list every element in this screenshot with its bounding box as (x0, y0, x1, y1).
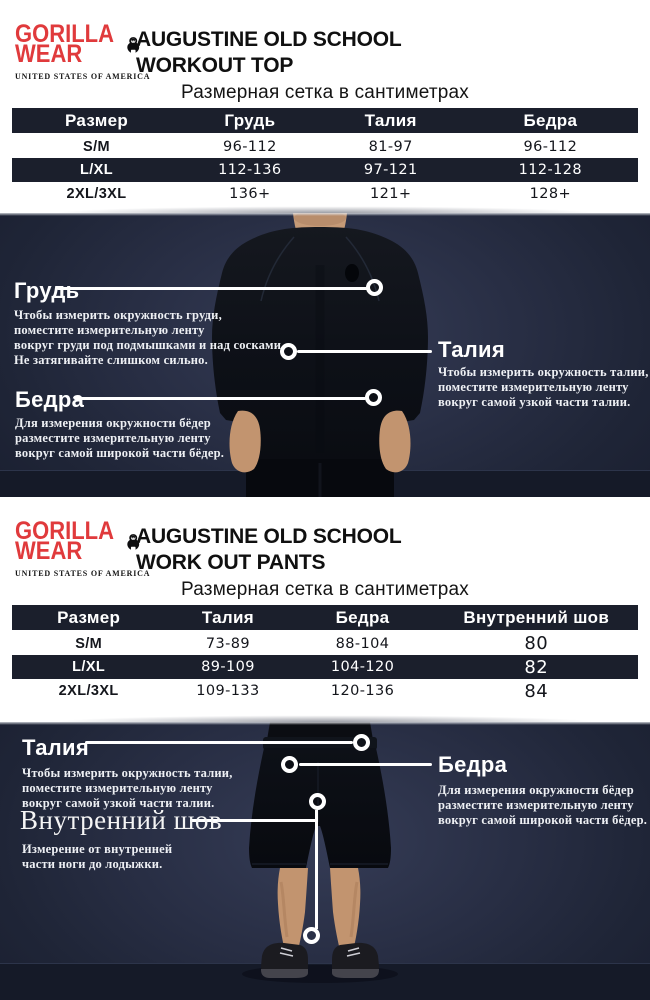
size-grid-subtitle-pants: Размерная сетка в сантиметрах (180, 579, 470, 600)
shadow-divider (0, 204, 650, 213)
col-header-inseam: Внутренний шов (434, 605, 638, 632)
chest-label: Грудь (14, 278, 80, 303)
hips-instructions: Для измерения окружности бёдер разместит… (15, 416, 225, 460)
hips-pointer-line (74, 397, 366, 400)
col-header-hips: Бедра (462, 108, 638, 135)
table-row: S/M 73-89 88-104 80 (75, 633, 549, 654)
waist-instructions: Чтобы измерить окружность талии, помести… (438, 365, 649, 409)
photo-workout-top: Грудь Чтобы измерить окружность груди, п… (0, 213, 650, 497)
waist-label: Талия (22, 735, 89, 760)
waist-pointer-line (85, 741, 353, 744)
col-header-chest: Грудь (181, 108, 319, 135)
inseam-instructions: Измерение от внутренней части ноги до ло… (22, 842, 173, 871)
waist-marker-ring (280, 343, 297, 360)
brand-name-line2: WEAR (15, 537, 83, 565)
brand-tagline: UNITED STATES OF AMERICA (15, 72, 151, 81)
table-row: 2XL/3XL 109-133 120-136 84 (58, 680, 549, 702)
size-grid-subtitle-top: Размерная сетка в сантиметрах (180, 82, 470, 103)
brand-name-line1: GORILLA (15, 20, 114, 48)
brand-tagline: UNITED STATES OF AMERICA (15, 569, 151, 578)
hips-marker-ring (365, 389, 382, 406)
brand-name-line1: GORILLA (15, 517, 114, 545)
waist-label: Талия (438, 337, 505, 362)
hips-pointer-line (299, 763, 432, 766)
table-row: L/XL 112-136 97-121 112-128 (12, 158, 638, 182)
gorilla-icon (126, 534, 139, 550)
waist-pointer-line (297, 350, 432, 353)
product-title-pants: AUGUSTINE OLD SCHOOL WORK OUT PANTS (136, 525, 402, 574)
gorilla-wear-logo: GORILLA WEAR UNITED STATES OF AMERICA (15, 517, 151, 579)
hips-label: Бедра (15, 387, 85, 412)
size-table-top-header-row: Размер Грудь Талия Бедра (12, 108, 638, 135)
inseam-pointer-line (190, 819, 317, 822)
hips-label: Бедра (438, 752, 508, 777)
gorilla-icon (126, 37, 139, 53)
inseam-label: Внутренний шов (20, 805, 223, 835)
chest-marker-ring (366, 279, 383, 296)
table-row: L/XL 89-109 104-120 82 (12, 655, 638, 679)
waist-marker-ring (353, 734, 370, 751)
col-header-waist: Талия (165, 605, 291, 632)
col-header-size: Размер (12, 605, 166, 632)
table-row: S/M 96-112 81-97 96-112 (83, 138, 578, 155)
product-title-top: AUGUSTINE OLD SCHOOL WORKOUT TOP (136, 28, 402, 77)
inseam-marker-ring (309, 793, 326, 810)
size-table-top: Размер Грудь Талия Бедра S/M 96-112 81-9… (12, 108, 638, 206)
ankle-marker-ring (303, 927, 320, 944)
gorilla-wear-logo: GORILLA WEAR UNITED STATES OF AMERICA (15, 20, 151, 82)
hips-marker-ring (281, 756, 298, 773)
inseam-vertical-line (315, 810, 318, 929)
photo-workout-pants: Талия Чтобы измерить окружность талии, п… (0, 722, 650, 1000)
chest-instructions: Чтобы измерить окружность груди, помести… (14, 308, 285, 367)
col-header-size: Размер (12, 108, 182, 135)
table-row: 2XL/3XL 136+ 121+ 128+ (66, 186, 572, 202)
size-table-pants: Размер Талия Бедра Внутренний шов S/M 73… (12, 605, 638, 703)
waist-instructions: Чтобы измерить окружность талии, помести… (22, 766, 233, 810)
hips-instructions: Для измерения окружности бёдер разместит… (438, 783, 648, 827)
col-header-hips: Бедра (290, 605, 435, 632)
col-header-waist: Талия (318, 108, 463, 135)
size-table-pants-header-row: Размер Талия Бедра Внутренний шов (12, 605, 638, 632)
brand-name-line2: WEAR (15, 40, 83, 68)
chest-pointer-line (57, 287, 368, 290)
shadow-divider (0, 713, 650, 722)
